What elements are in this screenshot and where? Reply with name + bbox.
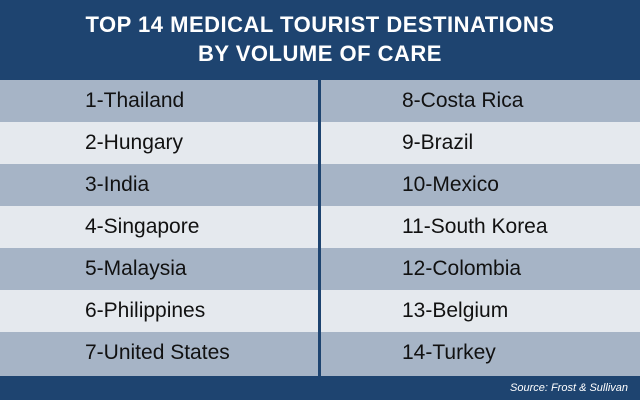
destination-cell: 14-Turkey bbox=[402, 341, 496, 364]
title-line-2: BY VOLUME OF CARE bbox=[197, 41, 442, 66]
destination-cell: 2-Hungary bbox=[85, 131, 184, 154]
destination-cell: 4-Singapore bbox=[85, 215, 200, 238]
destination-cell: 8-Costa Rica bbox=[402, 89, 524, 112]
source-credit: Source: Frost & Sullivan bbox=[510, 382, 628, 394]
destination-cell: 13-Belgium bbox=[402, 299, 509, 322]
destination-cell: 12-Colombia bbox=[402, 257, 522, 280]
title-banner: TOP 14 MEDICAL TOURIST DESTINATIONS BY V… bbox=[0, 0, 640, 78]
destination-cell: 10-Mexico bbox=[402, 173, 499, 196]
destination-cell: 3-India bbox=[85, 173, 150, 196]
destination-cell: 5-Malaysia bbox=[85, 257, 187, 280]
title-line-1: TOP 14 MEDICAL TOURIST DESTINATIONS bbox=[85, 12, 555, 37]
destination-cell: 7-United States bbox=[85, 341, 230, 364]
destination-cell: 6-Philippines bbox=[85, 299, 206, 322]
destination-cell: 1-Thailand bbox=[85, 89, 185, 112]
destination-cell: 11-South Korea bbox=[402, 215, 548, 238]
destination-cell: 9-Brazil bbox=[402, 131, 474, 154]
footer-bar: Source: Frost & Sullivan bbox=[0, 376, 640, 400]
column-divider bbox=[318, 80, 321, 376]
